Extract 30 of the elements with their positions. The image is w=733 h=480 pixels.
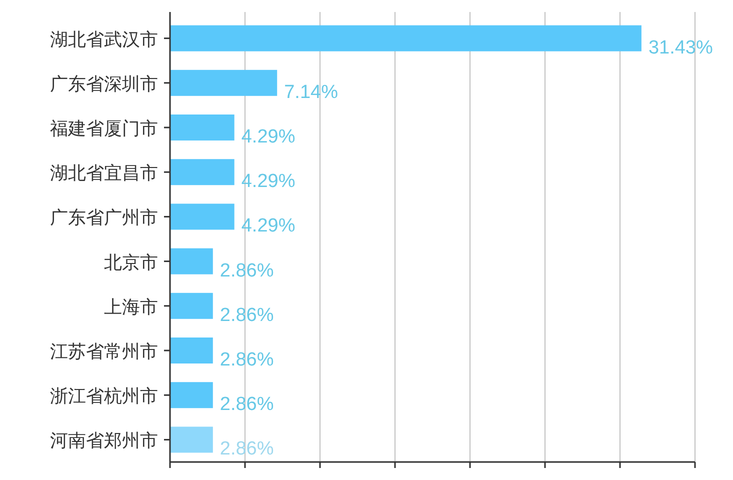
y-tick-label: 湖北省宜昌市 — [50, 163, 158, 184]
bar — [170, 426, 213, 453]
data-label: 7.14% — [284, 82, 338, 103]
y-tick-label: 河南省郑州市 — [50, 430, 158, 451]
data-label: 4.29% — [241, 171, 296, 192]
y-tick-label: 上海市 — [104, 296, 158, 317]
bar — [170, 70, 278, 96]
data-label: 2.86% — [220, 394, 274, 416]
bar — [170, 292, 213, 319]
bar — [170, 248, 213, 274]
data-label: 4.29% — [241, 216, 296, 237]
data-label: 31.43% — [648, 37, 713, 58]
y-tick-label: 浙江省杭州市 — [50, 386, 158, 406]
y-tick-label: 广东省深圳市 — [50, 74, 158, 94]
bar — [170, 204, 234, 230]
y-tick-label: 福建省厦门市 — [50, 118, 158, 138]
y-tick-label: 广东省广州市 — [50, 208, 158, 228]
data-label: 2.86% — [220, 438, 274, 460]
bar — [170, 159, 234, 186]
data-label: 2.86% — [220, 304, 274, 326]
data-label: 4.29% — [241, 126, 296, 148]
data-label: 2.86% — [220, 260, 274, 282]
y-tick-label: 北京市 — [104, 252, 158, 272]
y-tick-label: 湖北省武汉市 — [50, 29, 158, 50]
bar — [170, 338, 213, 364]
bar — [170, 382, 213, 408]
y-tick-label: 江苏省常州市 — [50, 342, 158, 362]
bar — [170, 25, 642, 52]
data-label: 2.86% — [220, 350, 274, 370]
bar — [170, 114, 234, 140]
